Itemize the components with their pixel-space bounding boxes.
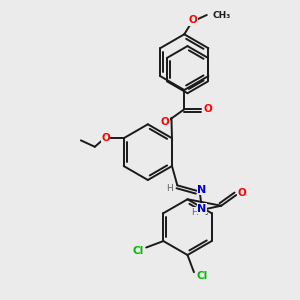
Text: CH₃: CH₃ <box>212 11 230 20</box>
Text: N: N <box>197 204 207 214</box>
Text: O: O <box>237 188 246 198</box>
Text: Cl: Cl <box>197 272 208 281</box>
Text: H: H <box>191 208 198 217</box>
Text: O: O <box>160 117 169 127</box>
Text: O: O <box>188 15 197 26</box>
Text: N: N <box>197 184 207 195</box>
Text: Cl: Cl <box>132 246 143 256</box>
Text: O: O <box>101 133 110 143</box>
Text: O: O <box>203 104 212 114</box>
Text: H: H <box>167 184 173 193</box>
